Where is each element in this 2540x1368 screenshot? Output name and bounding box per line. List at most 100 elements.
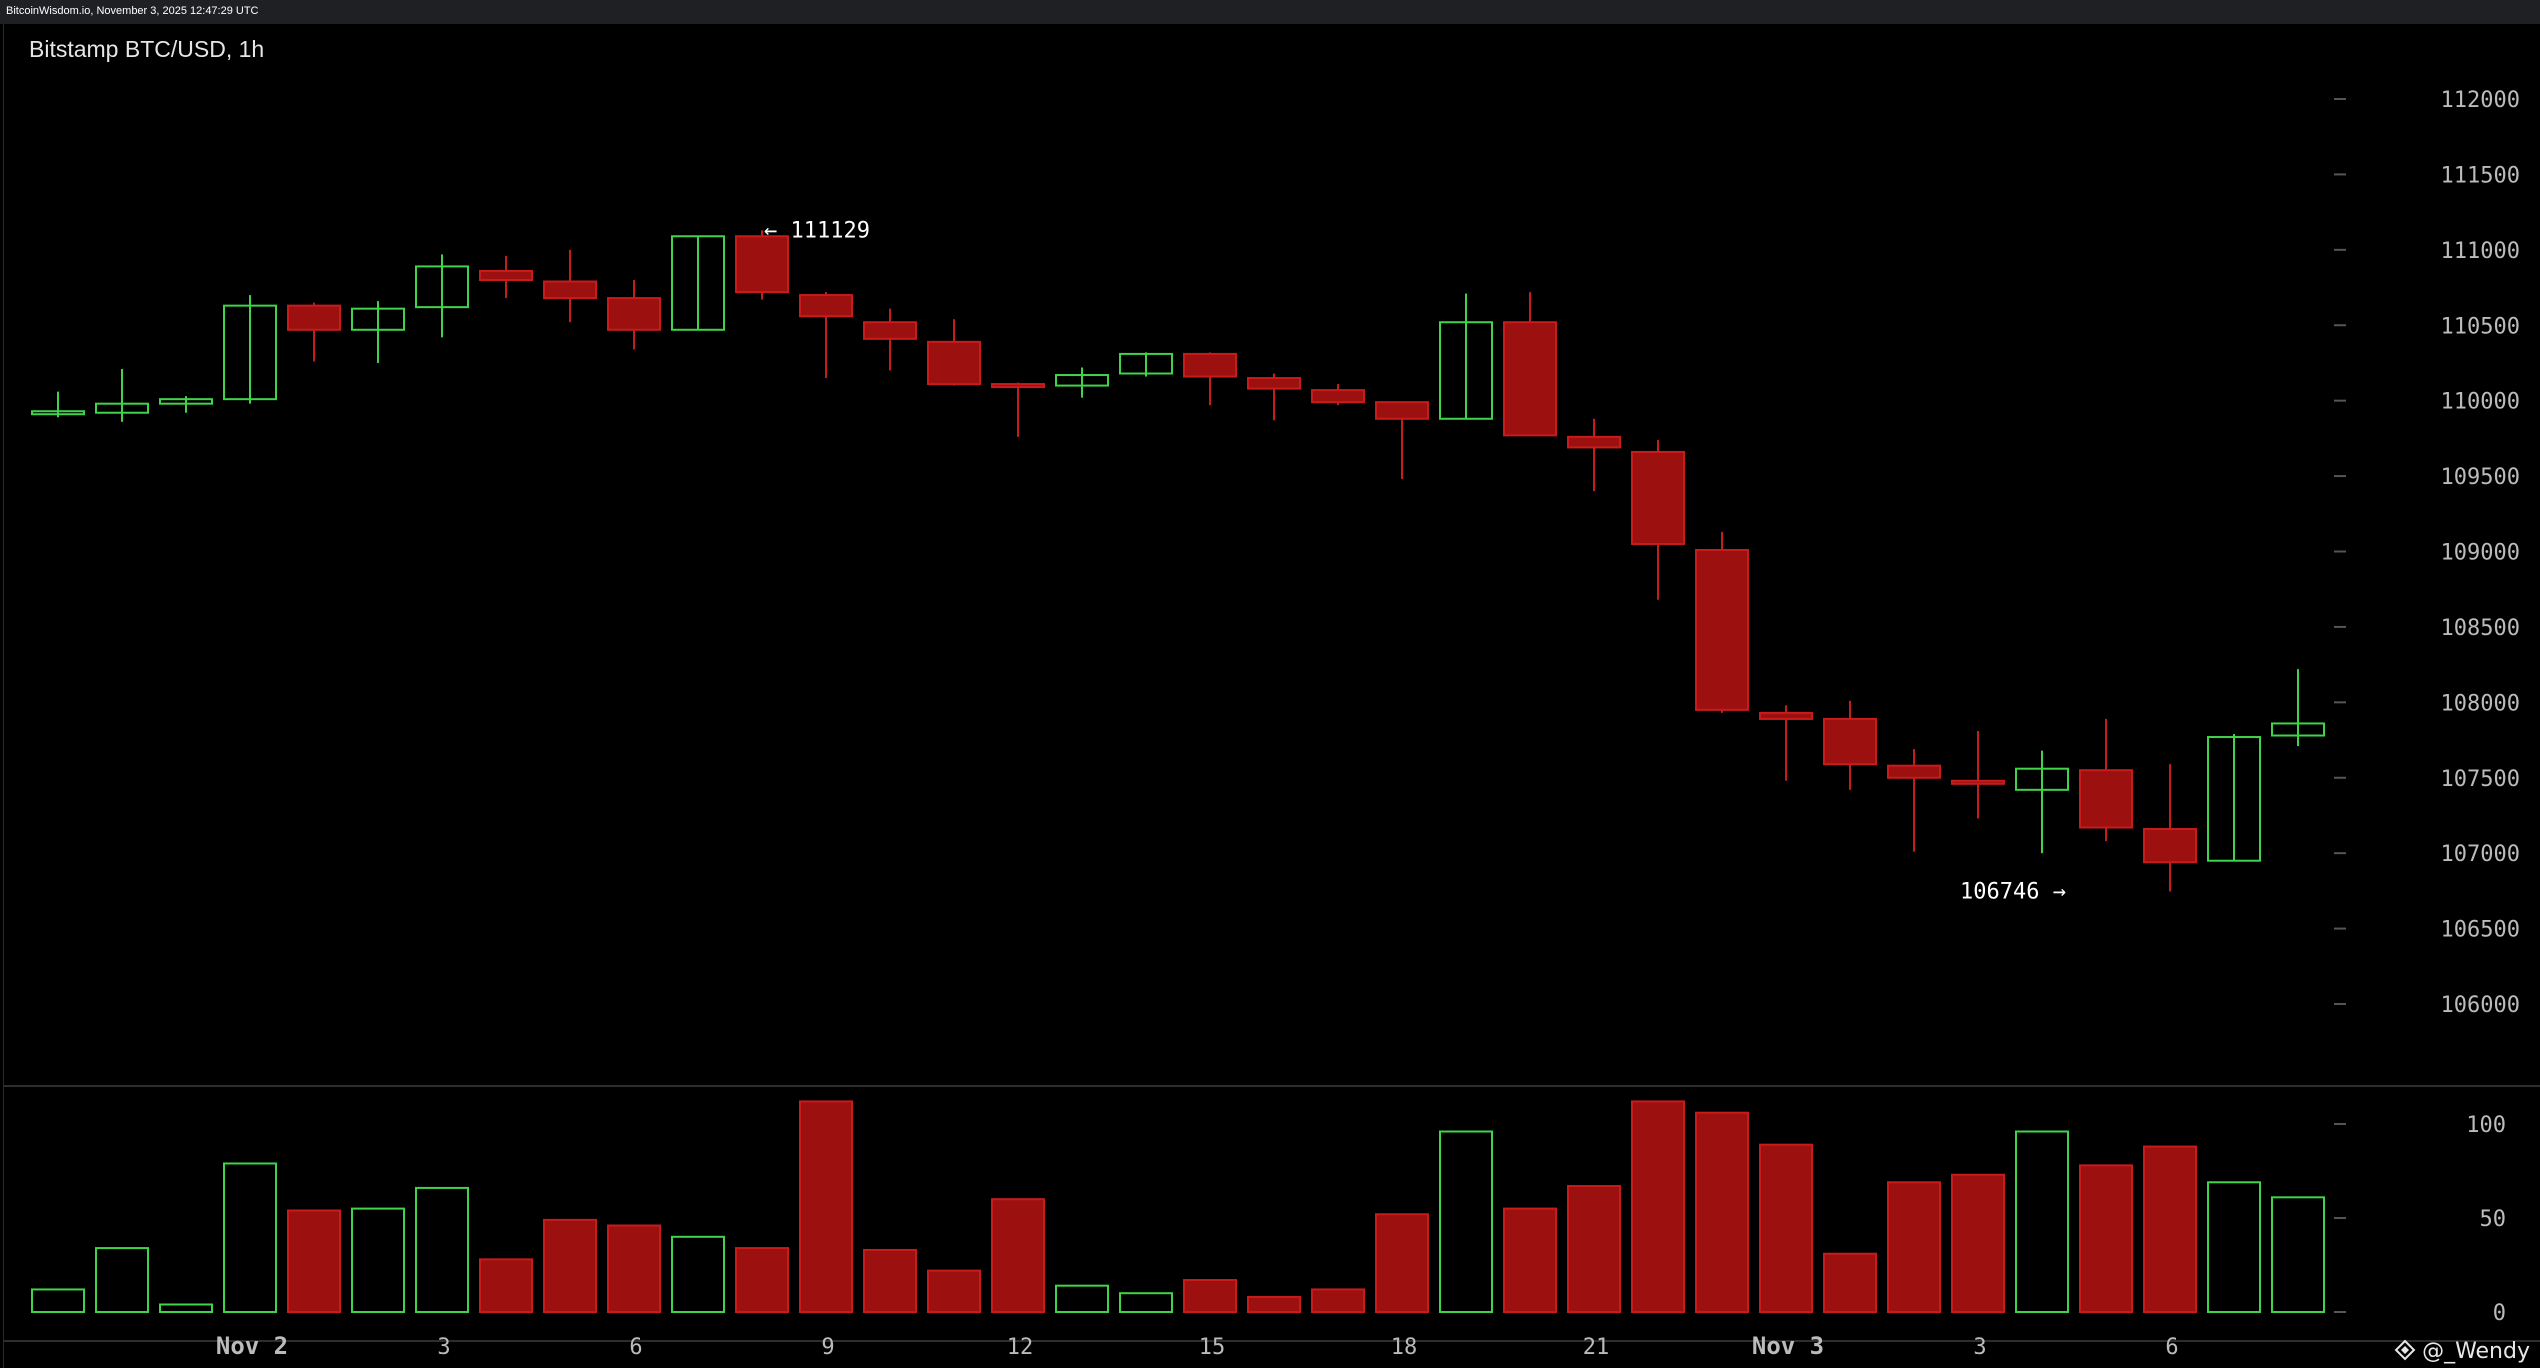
volume-axis-label: 50 [2480, 1207, 2507, 1232]
volume-bar-down [287, 1209, 341, 1313]
price-axis-label: 109000 [2441, 541, 2520, 566]
candle-body-down [607, 297, 661, 331]
candle-body-up [1119, 352, 1173, 375]
candle-body-down [1183, 352, 1237, 378]
time-axis-label: Nov 2 [216, 1332, 288, 1360]
candle-body-up [223, 304, 277, 401]
price-axis-label: 107000 [2441, 842, 2520, 867]
candle-body-down [1311, 389, 1365, 404]
candle-body-up [671, 235, 725, 331]
volume-bar-up [415, 1186, 469, 1314]
price-axis-label: 106000 [2441, 993, 2520, 1018]
candle-body-down [1247, 377, 1301, 390]
volume-bar-down [991, 1198, 1045, 1313]
volume-bar-down [1951, 1173, 2005, 1314]
volume-bar-down [543, 1218, 597, 1314]
candle-body-up [415, 265, 469, 309]
volume-bar-down [479, 1258, 533, 1313]
volume-bar-down [2079, 1164, 2133, 1313]
price-axis-label: 110000 [2441, 390, 2520, 415]
volume-bar-up [1055, 1284, 1109, 1314]
volume-bar-down [799, 1100, 853, 1313]
price-axis-label: 106500 [2441, 918, 2520, 943]
time-axis-label: 21 [1583, 1335, 1610, 1360]
candle-body-down [2079, 769, 2133, 829]
volume-bar-down [1183, 1279, 1237, 1314]
time-axis-label: 6 [629, 1335, 642, 1360]
volume-bar-up [671, 1235, 725, 1314]
watermark-text: @_Wendy [2422, 1339, 2530, 1364]
volume-bar-up [351, 1207, 405, 1313]
volume-bar-down [1887, 1181, 1941, 1314]
top-info-bar: BitcoinWisdom.io, November 3, 2025 12:47… [0, 0, 2540, 24]
candle-body-down [2143, 828, 2197, 864]
volume-bar-down [1631, 1100, 1685, 1313]
price-axis-label: 107500 [2441, 767, 2520, 792]
candle-body-down [863, 321, 917, 340]
candle-body-up [159, 398, 213, 405]
volume-bar-down [1375, 1213, 1429, 1313]
volume-bar-up [1439, 1130, 1493, 1314]
candle-body-down [1759, 711, 1813, 720]
volume-bar-up [2207, 1181, 2261, 1314]
volume-bar-down [1503, 1207, 1557, 1313]
volume-bar-down [927, 1269, 981, 1314]
chart-panel [3, 24, 2540, 1368]
candle-body-down [1695, 548, 1749, 711]
candle-body-down [1503, 321, 1557, 437]
candle-body-down [1375, 401, 1429, 420]
watermark: @_Wendy [2394, 1339, 2530, 1364]
candle-body-down [1887, 764, 1941, 779]
source-timestamp-text: BitcoinWisdom.io, November 3, 2025 12:47… [6, 5, 259, 17]
price-axis-label: 109500 [2441, 465, 2520, 490]
candle-body-down [543, 280, 597, 300]
candle-body-down [1823, 717, 1877, 766]
time-axis-label: 6 [2165, 1335, 2178, 1360]
volume-bar-up [1119, 1292, 1173, 1313]
time-axis-label: 3 [437, 1335, 450, 1360]
candle-body-up [2207, 736, 2261, 862]
time-axis-label: 3 [1973, 1335, 1986, 1360]
time-axis-label: 9 [821, 1335, 834, 1360]
volume-bar-down [1567, 1185, 1621, 1314]
price-axis-label: 112000 [2441, 88, 2520, 113]
candle-body-up [2015, 767, 2069, 791]
candle-body-up [1055, 374, 1109, 387]
low-price-annotation: 106746 → [1960, 879, 2066, 904]
volume-bar-down [607, 1224, 661, 1314]
volume-bar-down [2143, 1145, 2197, 1314]
volume-bar-down [735, 1247, 789, 1313]
high-price-annotation: ← 111129 [764, 218, 870, 243]
volume-bar-down [1311, 1288, 1365, 1313]
candle-body-up [1439, 321, 1493, 420]
volume-bar-down [1823, 1252, 1877, 1313]
candle-body-down [799, 294, 853, 318]
time-axis-label: Nov 3 [1752, 1332, 1824, 1360]
candle-body-down [1951, 779, 2005, 785]
time-axis-label: 15 [1199, 1335, 1226, 1360]
candle-body-down [991, 383, 1045, 389]
diamond-logo-icon [2394, 1339, 2416, 1364]
price-axis-label: 111000 [2441, 239, 2520, 264]
time-axis-label: 12 [1007, 1335, 1034, 1360]
candle-body-down [1567, 435, 1621, 449]
candle-body-up [2271, 722, 2325, 737]
volume-bar-up [2015, 1130, 2069, 1314]
volume-bar-down [1759, 1143, 1813, 1314]
candle-body-down [287, 304, 341, 331]
volume-bar-down [1247, 1295, 1301, 1313]
candle-body-down [735, 235, 789, 294]
volume-bar-up [223, 1162, 277, 1313]
candle-body-down [1631, 450, 1685, 545]
price-axis-label: 108000 [2441, 691, 2520, 716]
price-axis-label: 111500 [2441, 163, 2520, 188]
candle-body-up [95, 402, 149, 414]
chart-title: Bitstamp BTC/USD, 1h [29, 36, 265, 62]
volume-bar-down [863, 1248, 917, 1313]
volume-bar-down [1695, 1111, 1749, 1313]
time-axis-label: 18 [1391, 1335, 1418, 1360]
volume-axis-label: 100 [2466, 1113, 2506, 1138]
candle-body-up [31, 410, 85, 416]
candle-body-down [479, 269, 533, 282]
